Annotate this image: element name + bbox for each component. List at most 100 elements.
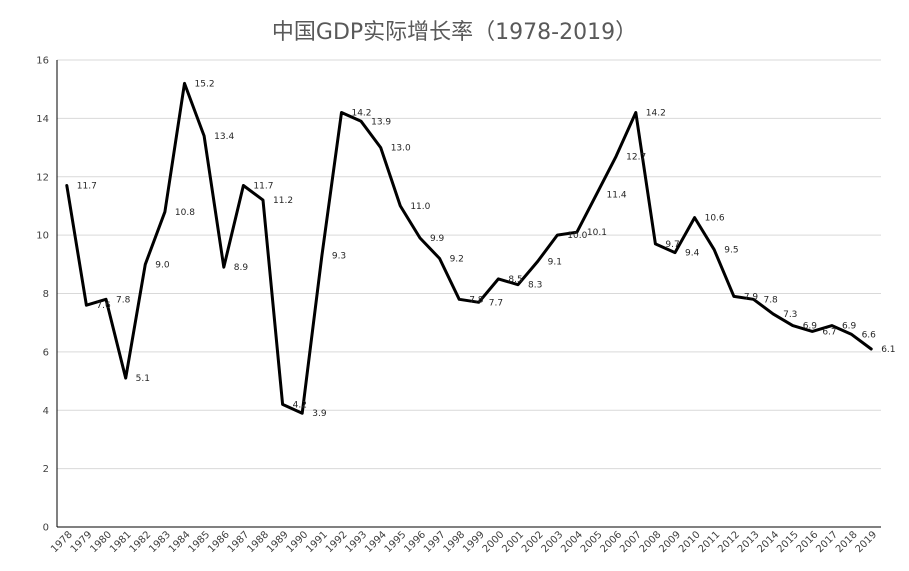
- y-tick-label: 14: [36, 114, 49, 125]
- data-label: 6.1: [881, 345, 895, 355]
- data-label: 9.4: [685, 249, 700, 259]
- data-label: 9.7: [665, 240, 679, 250]
- x-tick-label: 2009: [657, 529, 683, 555]
- data-label: 6.9: [842, 322, 857, 332]
- x-tick-label: 1992: [324, 529, 350, 555]
- data-label: 13.9: [371, 117, 391, 127]
- data-label: 9.1: [548, 257, 562, 267]
- x-tick-labels: 1978197919801981198219831984198519861987…: [49, 529, 879, 555]
- data-label: 15.2: [195, 79, 215, 89]
- data-label: 4.2: [293, 400, 307, 410]
- x-tick-label: 1981: [108, 529, 134, 555]
- x-tick-label: 1994: [363, 529, 389, 555]
- axes: [56, 60, 881, 528]
- data-label: 9.0: [155, 260, 170, 270]
- data-label: 9.5: [724, 246, 738, 256]
- y-tick-labels: 0 2 4 6 8 10 12 14 16: [36, 56, 49, 534]
- y-tick-label: 16: [36, 56, 49, 67]
- x-tick-label: 1993: [343, 529, 369, 555]
- x-tick-label: 2006: [598, 529, 624, 555]
- data-label: 8.3: [528, 281, 542, 291]
- data-label: 7.8: [116, 295, 131, 305]
- x-tick-label: 1995: [383, 529, 409, 555]
- x-tick-label: 1984: [167, 529, 193, 555]
- x-tick-label: 2000: [481, 529, 507, 555]
- x-tick-label: 1979: [69, 529, 95, 555]
- x-tick-label: 1983: [147, 529, 173, 555]
- x-tick-label: 2005: [579, 529, 605, 555]
- data-label: 11.2: [273, 196, 293, 206]
- x-tick-label: 2016: [795, 529, 821, 555]
- x-tick-label: 2007: [618, 529, 644, 555]
- data-label: 14.2: [646, 109, 666, 119]
- x-tick-label: 1996: [402, 529, 428, 555]
- x-tick-label: 1987: [226, 529, 252, 555]
- y-tick-label: 4: [43, 406, 49, 417]
- data-label: 10.0: [567, 231, 587, 241]
- data-label: 7.8: [469, 295, 484, 305]
- x-tick-label: 1989: [265, 529, 291, 555]
- data-label: 7.8: [763, 295, 778, 305]
- data-label: 13.4: [214, 132, 234, 142]
- data-label: 11.7: [253, 182, 273, 192]
- data-label: 9.9: [430, 234, 445, 244]
- data-label: 14.2: [351, 109, 371, 119]
- x-tick-label: 1999: [461, 529, 487, 555]
- data-label: 11.4: [607, 190, 627, 200]
- data-label: 6.9: [803, 322, 818, 332]
- x-tick-label: 2010: [677, 529, 703, 555]
- x-tick-label: 1990: [285, 529, 311, 555]
- data-labels: 11.77.67.85.19.010.815.213.48.911.711.24…: [77, 79, 896, 419]
- x-tick-label: 2019: [854, 529, 880, 555]
- data-label: 7.9: [744, 292, 759, 302]
- x-tick-label: 1980: [88, 529, 114, 555]
- x-tick-label: 1997: [422, 529, 448, 555]
- x-tick-label: 1998: [442, 529, 468, 555]
- x-tick-label: 2001: [500, 529, 526, 555]
- x-tick-label: 2017: [814, 529, 840, 555]
- y-tick-label: 10: [36, 231, 49, 242]
- data-label: 6.7: [822, 327, 836, 337]
- data-label: 6.6: [862, 330, 877, 340]
- data-label: 10.8: [175, 208, 195, 218]
- x-tick-label: 1982: [128, 529, 154, 555]
- chart-title: 中国GDP实际增长率（1978-2019）: [271, 20, 638, 45]
- data-label: 7.3: [783, 310, 797, 320]
- y-tick-label: 0: [43, 523, 49, 534]
- x-tick-label: 2014: [755, 529, 781, 555]
- data-label: 8.5: [508, 275, 522, 285]
- data-label: 10.6: [705, 214, 725, 224]
- x-tick-label: 2008: [638, 529, 664, 555]
- x-tick-label: 2018: [834, 529, 860, 555]
- data-label: 7.6: [96, 301, 111, 311]
- x-tick-label: 1991: [304, 529, 330, 555]
- data-label: 7.7: [489, 298, 503, 308]
- x-tick-label: 1985: [186, 529, 212, 555]
- x-tick-label: 2002: [520, 529, 546, 555]
- x-tick-label: 2003: [540, 529, 566, 555]
- x-tick-label: 1988: [245, 529, 271, 555]
- x-tick-label: 2011: [697, 529, 723, 555]
- x-tick-label: 2013: [736, 529, 762, 555]
- gridlines: [57, 59, 881, 470]
- y-tick-label: 2: [43, 464, 49, 475]
- data-label: 11.7: [77, 182, 97, 192]
- x-tick-label: 2015: [775, 529, 801, 555]
- data-label: 12.7: [626, 152, 646, 162]
- x-tick-label: 1978: [49, 529, 75, 555]
- data-label: 3.9: [312, 409, 327, 419]
- data-label: 5.1: [136, 374, 150, 384]
- x-tick-label: 1986: [206, 529, 232, 555]
- data-label: 11.0: [410, 202, 430, 212]
- y-tick-label: 8: [43, 289, 49, 300]
- x-tick-label: 2012: [716, 529, 742, 555]
- data-label: 9.2: [450, 254, 464, 264]
- series-line: [65, 81, 873, 415]
- y-tick-label: 12: [36, 172, 49, 183]
- series-layer: [65, 81, 873, 415]
- y-tick-label: 6: [43, 347, 49, 358]
- data-label: 10.1: [587, 228, 607, 238]
- x-tick-label: 2004: [559, 529, 585, 555]
